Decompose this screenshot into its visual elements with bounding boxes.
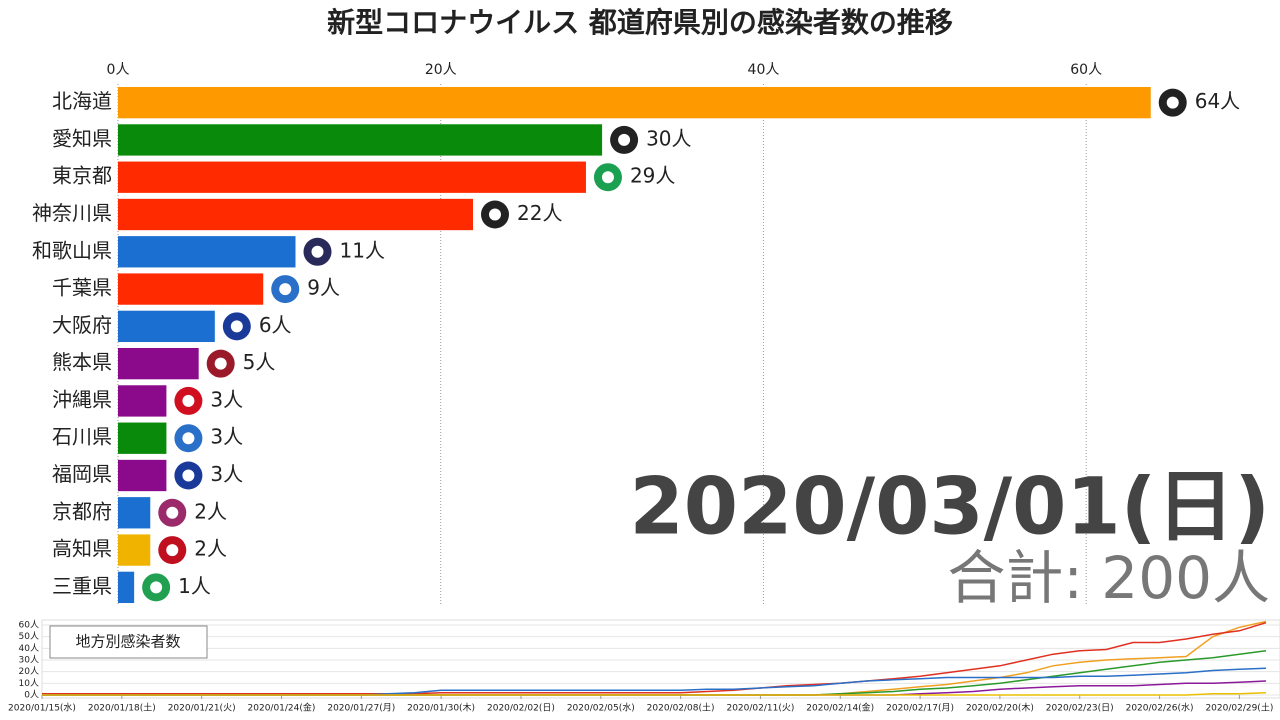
x-tick-label: 40人 [748,62,780,78]
prefecture-emblem-inner [230,320,243,333]
prefecture-emblem-inner [182,432,195,445]
bar [118,422,167,454]
value-label: 30人 [646,126,691,150]
y-tick-label: 0人 [24,690,39,701]
total-label: 合計: 200人 [947,544,1270,612]
y-tick-label: 50人 [19,631,39,642]
prefecture-emblem-inner [166,506,179,519]
line-chart-frame [41,619,1280,699]
value-label: 29人 [630,164,675,188]
y-tick-label: 愛知県 [52,126,112,150]
x-tick-label: 2020/01/15(水) [8,702,76,714]
y-tick-label: 神奈川県 [32,201,112,225]
y-tick-label: 三重県 [52,574,112,598]
bar [118,161,586,193]
date-label: 2020/03/01(日) [630,462,1270,552]
value-label: 3人 [210,387,243,411]
y-tick-label: 北海道 [52,89,112,113]
y-tick-label: 東京都 [52,164,112,188]
value-label: 11人 [340,238,385,262]
series-line [42,691,1267,696]
y-tick-label: 大阪府 [52,313,112,337]
prefecture-emblem-inner [166,544,179,557]
x-tick-label: 2020/02/17(月) [886,703,954,714]
y-tick-label: 千葉県 [52,276,112,300]
prefecture-emblem-inner [150,581,163,594]
value-label: 2人 [194,499,227,523]
bar [118,310,215,343]
bar [118,86,1151,119]
bar [118,534,151,566]
y-tick-label: 高知県 [52,537,112,561]
bar [118,497,151,529]
prefecture-emblem-inner [489,208,501,221]
bar [118,198,473,231]
value-label: 5人 [243,350,276,374]
value-label: 3人 [210,425,243,449]
x-tick-label: 2020/02/23(日) [1046,703,1114,714]
x-tick-label: 2020/01/24(金) [248,702,316,714]
bar [118,273,264,305]
x-tick-label: 2020/01/18(土) [88,702,156,714]
value-label: 22人 [517,201,562,225]
bar [118,124,603,156]
y-tick-label: 10人 [19,678,39,689]
x-tick-label: 2020/02/05(水) [567,702,635,714]
y-tick-label: 20人 [19,666,39,677]
y-tick-label: 40人 [19,643,39,654]
x-tick-label: 2020/02/14(金) [806,702,874,714]
legend-box [49,625,208,659]
y-tick-label: 30人 [19,655,39,666]
x-tick-label: 20人 [425,62,457,78]
series-line [42,621,1267,695]
bar [118,571,135,604]
prefecture-emblem-inner [214,357,227,370]
x-tick-label: 2020/02/02(日) [487,703,555,714]
prefecture-emblem-inner [618,133,631,146]
x-tick-label: 2020/02/20(木) [966,702,1034,714]
x-tick-label: 2020/02/08(土) [647,702,715,714]
chart-title: 新型コロナウイルス 都道府県別の感染者数の推移 [327,6,953,39]
x-tick-label: 0人 [107,62,130,78]
prefecture-emblem-inner [311,245,324,258]
prefecture-emblem-inner [601,171,614,184]
y-tick-label: 熊本県 [52,350,112,374]
value-label: 6人 [259,313,292,337]
prefecture-emblem-inner [1166,96,1179,109]
prefecture-emblem-inner [279,283,292,296]
x-tick-label: 2020/01/27(月) [327,703,395,714]
y-tick-label: 和歌山県 [32,238,112,262]
x-tick-label: 60人 [1070,62,1102,78]
bar [118,385,167,417]
x-tick-label: 2020/01/30(木) [407,702,475,714]
prefecture-emblem-inner [182,394,195,407]
bar [118,459,167,492]
bar [118,347,199,380]
value-label: 3人 [210,462,243,486]
y-tick-label: 福岡県 [52,462,112,486]
x-tick-label: 2020/02/11(火) [726,703,794,714]
legend-title: 地方別感染者数 [75,633,180,651]
value-label: 1人 [178,574,211,598]
x-tick-label: 2020/02/29(土) [1205,702,1273,714]
value-label: 2人 [194,537,227,561]
y-tick-label: 沖縄県 [52,387,112,411]
x-tick-label: 2020/01/21(火) [168,703,236,714]
prefecture-emblem-inner [182,469,195,482]
y-tick-label: 60人 [19,620,39,631]
value-label: 64人 [1195,89,1240,113]
y-tick-label: 京都府 [52,499,112,523]
y-tick-label: 石川県 [52,425,112,449]
bar [118,236,296,268]
x-tick-label: 2020/02/26(水) [1126,702,1194,714]
value-label: 9人 [307,276,340,300]
